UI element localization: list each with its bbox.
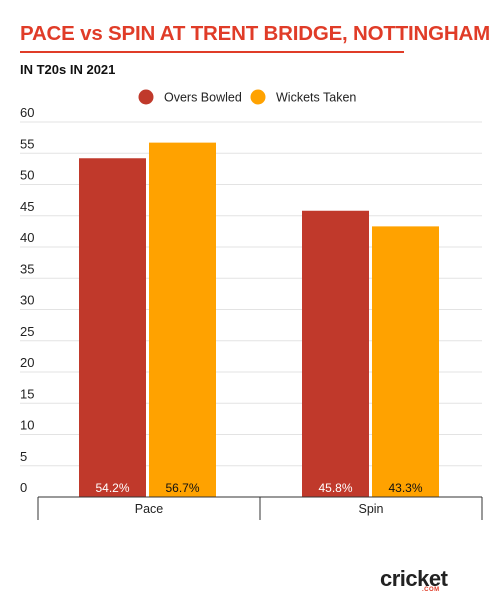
y-tick-label: 25 (20, 324, 34, 339)
bar (302, 210, 369, 497)
x-category-label: Spin (358, 502, 383, 516)
y-tick-label: 40 (20, 230, 34, 245)
legend-label: Wickets Taken (276, 91, 356, 105)
chart-title: PACE vs SPIN AT TRENT BRIDGE, NOTTINGHAM (20, 22, 490, 45)
y-tick-label: 10 (20, 418, 34, 433)
y-tick-label: 50 (20, 168, 34, 183)
data-label: 45.8% (318, 481, 352, 495)
y-tick-label: 60 (20, 105, 34, 120)
data-label: 56.7% (165, 481, 199, 495)
y-tick-label: 35 (20, 261, 34, 276)
data-label: 54.2% (95, 481, 129, 495)
legend-label: Overs Bowled (164, 91, 242, 105)
legend-swatch (138, 89, 154, 105)
logo-text: cricket (380, 566, 448, 591)
chart-subtitle: IN T20s IN 2021 (20, 62, 116, 77)
bar (149, 142, 216, 497)
y-tick-label: 55 (20, 136, 34, 151)
brand-logo-sub: .COM (422, 587, 440, 593)
y-tick-label: 15 (20, 386, 34, 401)
y-tick-label: 5 (20, 449, 27, 464)
bar (372, 226, 439, 497)
y-tick-label: 20 (20, 355, 34, 370)
y-tick-label: 45 (20, 199, 34, 214)
x-category-label: Pace (135, 502, 164, 516)
title-underline (20, 51, 404, 53)
brand-logo: cricket (380, 566, 448, 592)
y-tick-label: 30 (20, 293, 34, 308)
y-tick-label: 0 (20, 480, 27, 495)
legend-swatch (250, 89, 266, 105)
bar (79, 158, 146, 497)
data-label: 43.3% (388, 481, 422, 495)
